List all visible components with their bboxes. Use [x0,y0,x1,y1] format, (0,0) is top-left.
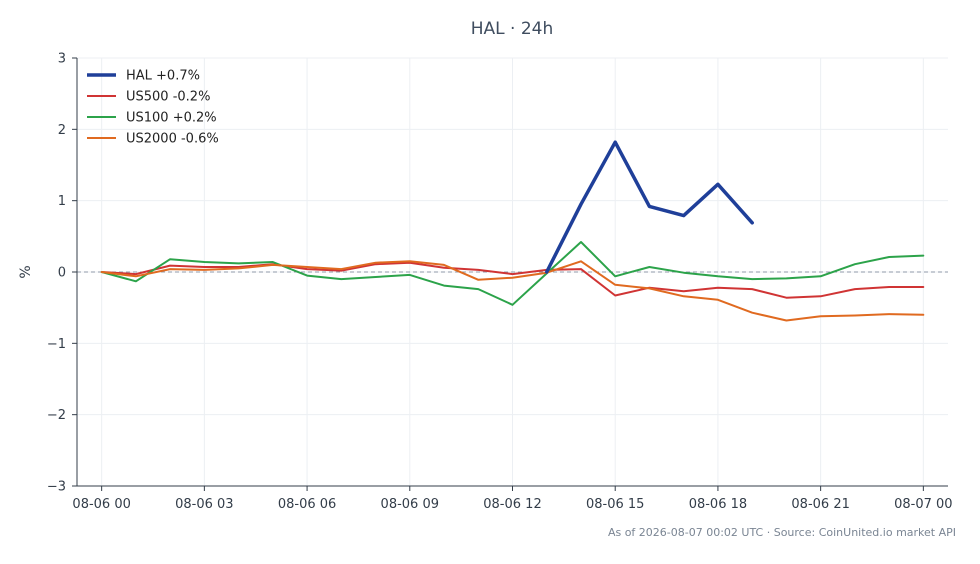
series-line-us2000 [100,260,925,322]
y-tick-label: −3 [47,480,66,495]
x-tick-label: 08-06 12 [483,497,541,512]
series-line-us100 [100,241,925,306]
legend-label-us500: US500 -0.2% [126,90,210,105]
legend-label-hal: HAL +0.7% [126,69,200,84]
legend-label-us2000: US2000 -0.6% [126,132,219,147]
y-tick-label: 1 [58,194,66,209]
y-tick-label: 3 [58,52,66,67]
x-tick-label: 08-06 21 [791,497,849,512]
x-tick-label: 08-07 00 [894,497,952,512]
series-line-hal [544,140,754,274]
y-axis-label: % [18,265,34,278]
x-tick-label: 08-06 00 [72,497,130,512]
x-tick-label: 08-06 06 [278,497,336,512]
legend: HAL +0.7% US500 -0.2% US100 +0.2% US2000 -0… [87,69,219,147]
chart-title: HAL · 24h [470,19,554,39]
x-tick-label: 08-06 15 [586,497,644,512]
x-tick-label: 08-06 09 [381,497,439,512]
series-line-us500 [100,261,925,299]
axes: 3 2 1 0 −1 −2 −3 08-06 00 08-06 03 08-06 06 08-06 … [47,52,953,513]
y-tick-label: 0 [58,266,66,281]
x-tick-label: 08-06 03 [175,497,233,512]
y-tick-label: −1 [47,337,66,352]
legend-label-us100: US100 +0.2% [126,111,217,126]
y-tick-label: 2 [58,123,66,138]
source-footer: As of 2026-08-07 00:02 UTC · Source: Coi… [607,526,956,539]
x-tick-label: 08-06 18 [689,497,747,512]
series-group [100,140,925,322]
y-tick-label: −2 [47,408,66,423]
